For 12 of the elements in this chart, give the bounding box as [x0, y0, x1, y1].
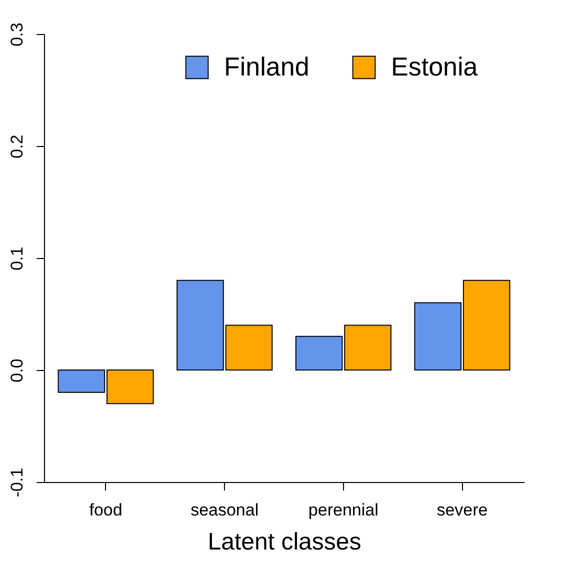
- legend-label: Estonia: [391, 51, 478, 82]
- x-axis-title: Latent classes: [208, 528, 362, 556]
- x-tick-label: seasonal: [190, 500, 259, 520]
- x-tick-label: food: [89, 500, 122, 520]
- y-tick-label: -0.1: [8, 468, 26, 498]
- y-tick-label: 0.3: [8, 22, 26, 46]
- x-tick-label: perennial: [308, 500, 378, 520]
- y-tick-label: 0.2: [8, 134, 26, 158]
- y-tick-label: 0.1: [8, 246, 26, 270]
- x-tick-label: severe: [436, 500, 488, 520]
- y-tick-label: 0.0: [8, 358, 26, 382]
- legend-label: Finland: [224, 51, 310, 82]
